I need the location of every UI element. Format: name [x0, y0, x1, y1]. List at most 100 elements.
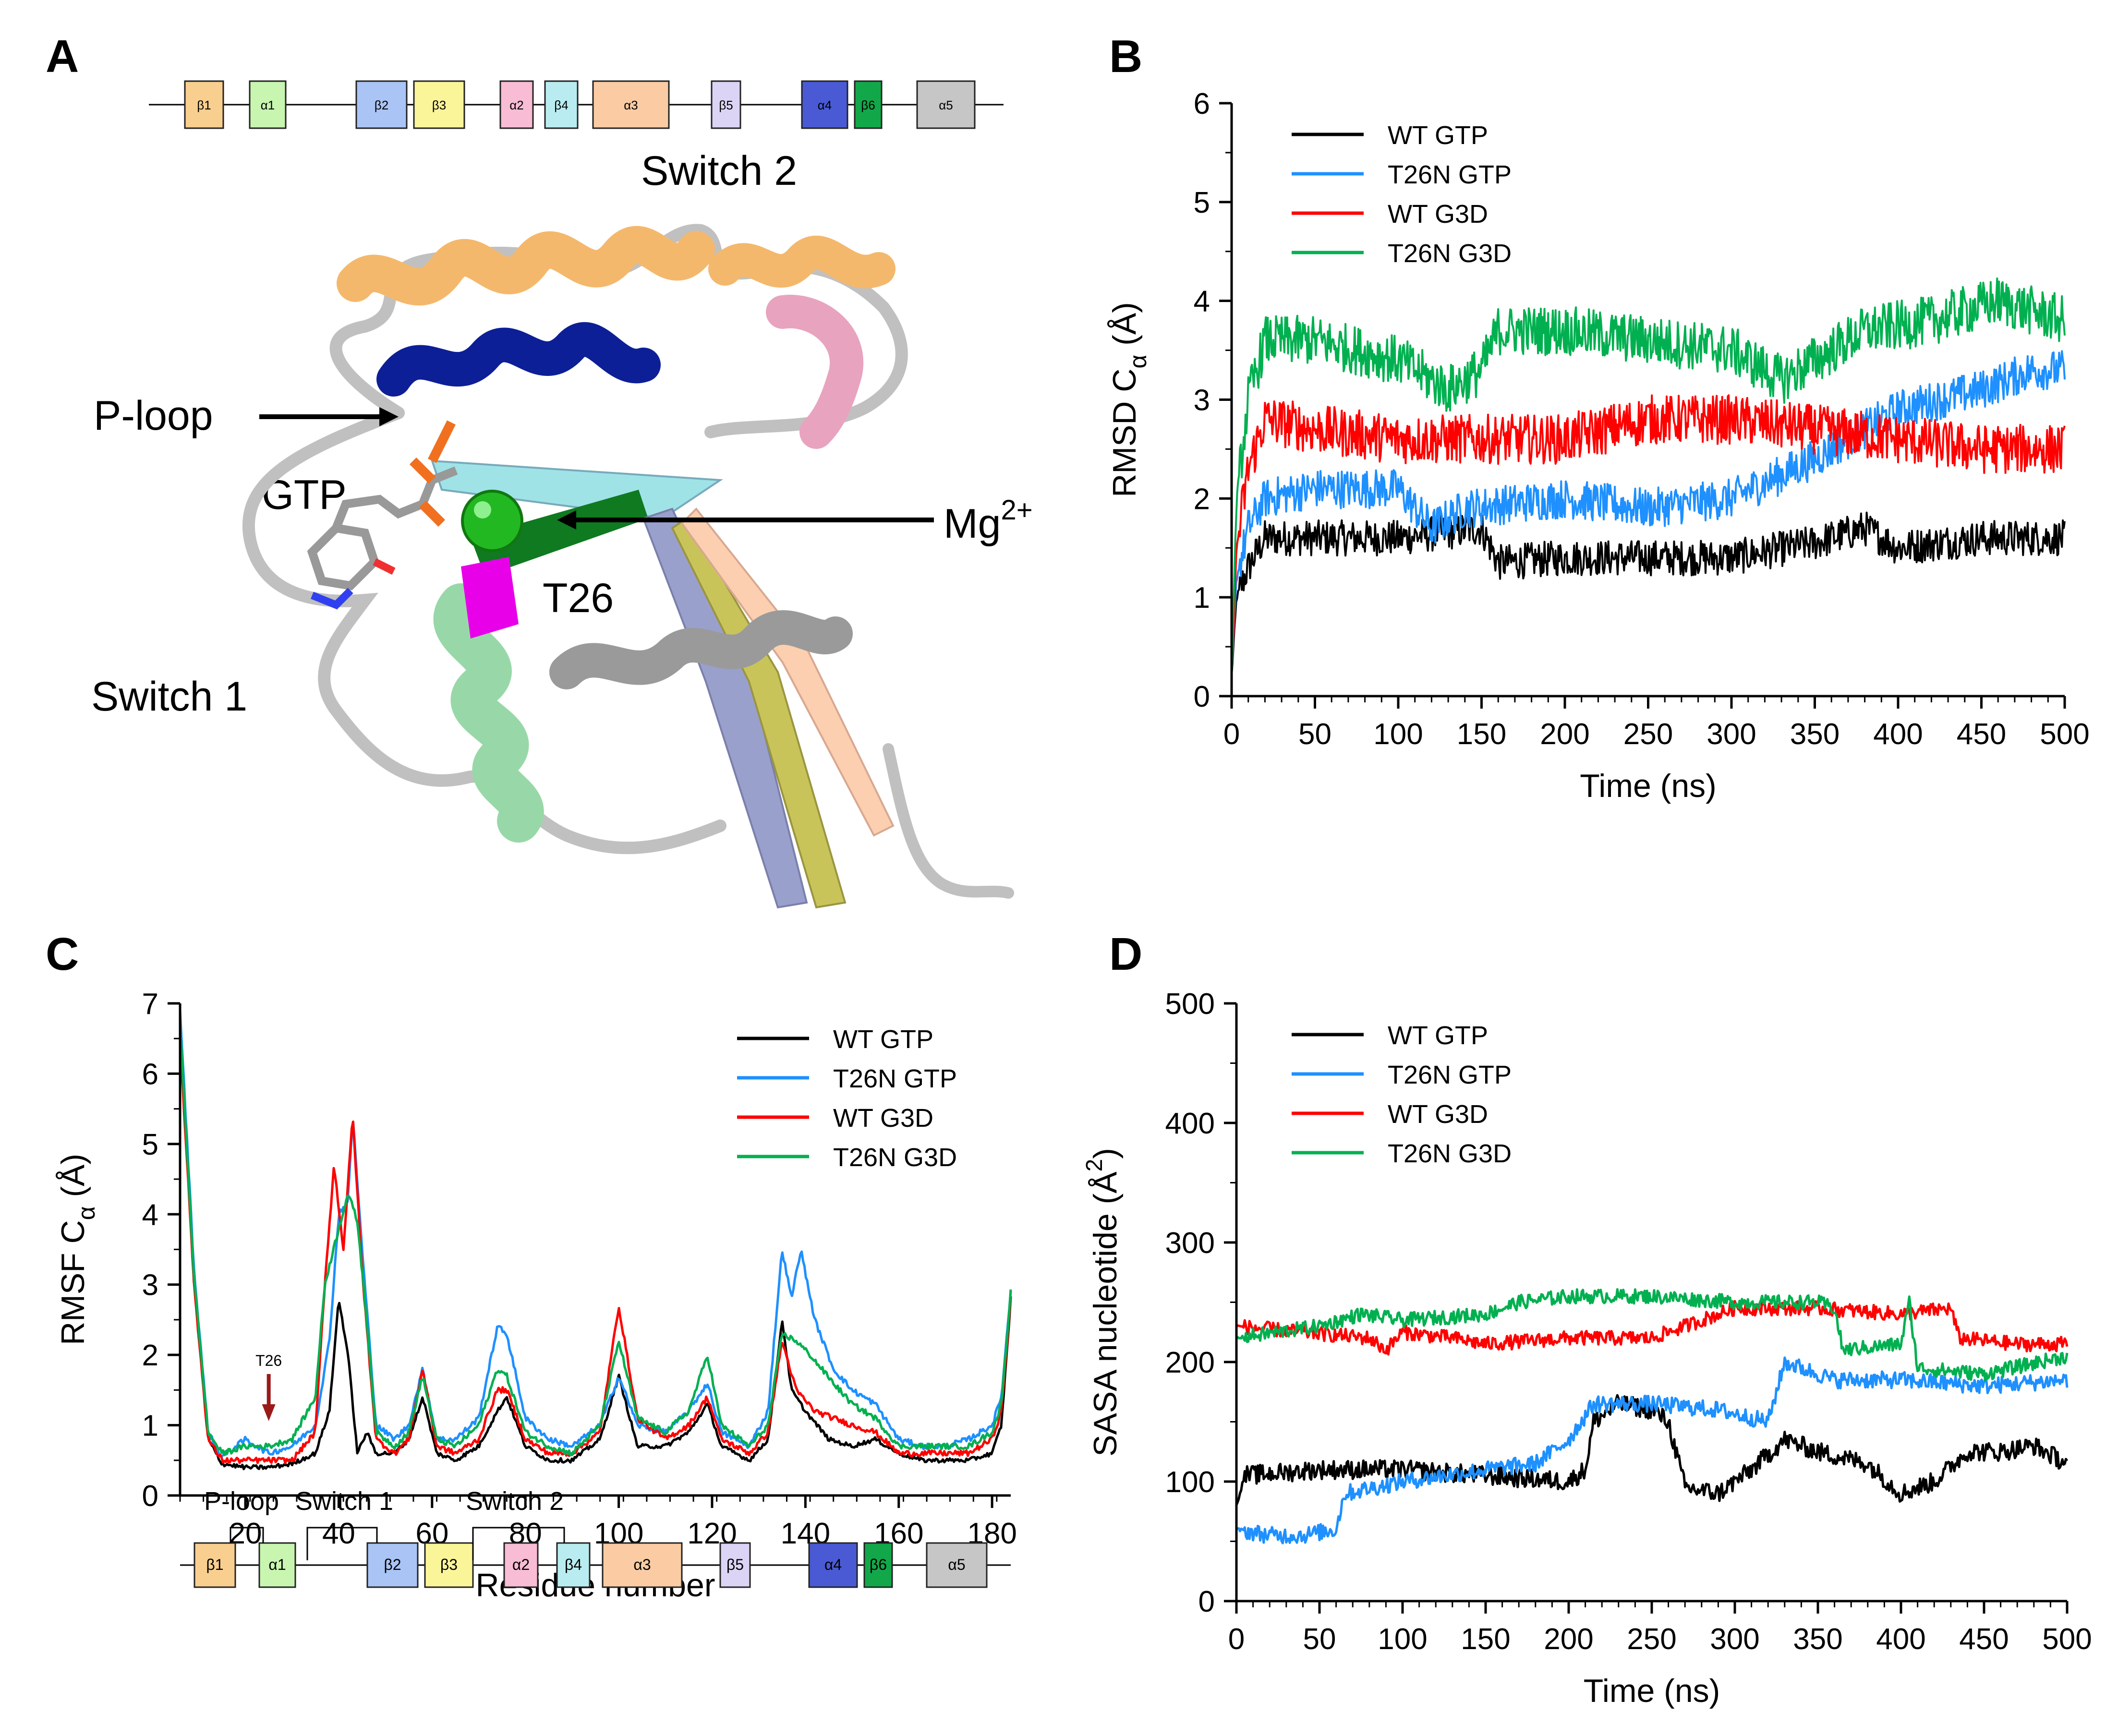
switch2-bracket	[472, 1527, 565, 1560]
mg-ion	[461, 490, 523, 552]
series-line-t26n-g3d	[1231, 277, 2066, 682]
y-tick-label: 0	[1194, 680, 1210, 713]
y-tick-label: 7	[142, 988, 158, 1021]
x-tick-label: 200	[1544, 1623, 1593, 1656]
x-tick-label: 250	[1627, 1623, 1676, 1656]
topology-box-label-9: β6	[870, 1556, 887, 1573]
panel-a-label: A	[46, 31, 79, 82]
y-axis-title-unit: (Å)	[1106, 302, 1143, 355]
helix-alpha3-right	[708, 235, 896, 289]
topology-box-label-0: β1	[197, 98, 211, 112]
y-tick-label: 3	[142, 1269, 158, 1302]
y-tick-label: 0	[142, 1480, 158, 1513]
legend-label: WT GTP	[1388, 1021, 1488, 1050]
ploop-bracket	[230, 1527, 264, 1543]
legend-label: T26N G3D	[1388, 239, 1512, 268]
y-axis-title-tail: )	[1087, 1148, 1124, 1159]
x-tick-label: 500	[2042, 1623, 2092, 1656]
y-tick-label: 0	[1198, 1585, 1215, 1618]
x-tick-label: 200	[1540, 718, 1589, 751]
topology-box-label-7: β5	[726, 1556, 744, 1573]
switch2-topology-label: Switch 2	[466, 1487, 564, 1516]
series-line-wt-gtp	[179, 1029, 1012, 1471]
topology-box-label-0: β1	[206, 1556, 223, 1573]
x-tick-label: 50	[1298, 718, 1331, 751]
series-line-t26n-gtp	[1236, 1356, 2069, 1544]
topology-box-1	[258, 1542, 296, 1588]
ploop-topology-label: P-loop	[204, 1487, 279, 1516]
panel-b-rmsd-chart: B 0 50 100 150 200 250 300 350 400 450 500 0 1 2 3 4 5 6 T…	[1106, 31, 2090, 804]
topology-box-0	[184, 80, 224, 129]
y-tick-label: 400	[1165, 1107, 1215, 1140]
x-tick-label: 100	[1378, 1623, 1427, 1656]
topology-box-label-1: α1	[261, 98, 275, 112]
x-tick-label: 40	[322, 1517, 355, 1550]
y-tick-label: 5	[142, 1128, 158, 1161]
x-tick-label: 350	[1790, 718, 1840, 751]
series-line-t26n-g3d	[179, 1025, 1012, 1457]
gtp-molecule	[307, 420, 458, 610]
y-axis-title-main: RMSF C	[55, 1220, 91, 1345]
legend-label: WT GTP	[833, 1025, 933, 1054]
topology-box-3	[424, 1542, 474, 1588]
legend-label: T26N GTP	[833, 1064, 957, 1093]
loop-coil-lower	[242, 407, 726, 855]
y-axis-title: RMSD Cα (Å)	[1106, 302, 1151, 497]
topology-box-label-5: β4	[554, 98, 568, 112]
panel-c-topology-bar: β1 α1 β2 β3 α2 β4 α3 β5 α4 β6 α5 P-loop Switch 1 Swit…	[180, 1487, 1011, 1588]
t26-residue	[461, 557, 519, 639]
y-tick-label: 2	[142, 1339, 158, 1372]
x-tick-label: 100	[1373, 718, 1423, 751]
y-tick-label: 4	[142, 1198, 158, 1231]
series-line-t26n-g3d	[1235, 1288, 2069, 1382]
series-line-wt-g3d	[1235, 1300, 2069, 1356]
topology-box-label-5: β4	[565, 1556, 582, 1573]
series-line-wt-g3d	[179, 1040, 1012, 1464]
mg-text: Mg	[944, 501, 1001, 547]
panel-d-label: D	[1109, 928, 1142, 980]
helix-alpha5	[549, 610, 853, 689]
topology-box-label-4: α2	[512, 1556, 530, 1573]
y-tick-label: 300	[1165, 1227, 1215, 1260]
topology-box-label-2: β2	[375, 98, 388, 112]
topology-box-label-7: β5	[719, 98, 733, 112]
topology-box-label-10: α5	[948, 1556, 965, 1573]
topology-box-10	[916, 80, 976, 129]
topology-box-4	[503, 1542, 539, 1588]
x-tick-label: 450	[1959, 1623, 2009, 1656]
y-axis-title-subscript: α	[73, 1206, 100, 1220]
topology-box-6	[592, 80, 670, 129]
y-axis-title-main: SASA nucleotide (Å	[1087, 1171, 1124, 1457]
y-tick-label: 500	[1165, 988, 1215, 1021]
topology-box-label-8: α4	[824, 1556, 842, 1573]
topology-box-9	[863, 1542, 893, 1588]
helix-alpha1	[433, 583, 544, 843]
topology-box-label-9: β6	[861, 98, 875, 112]
panel-d-sasa-chart: D 0 50 100 150 200 250 300 350 400 450 500 0 100 200 3…	[1082, 928, 2092, 1709]
x-tick-label: 400	[1876, 1623, 1925, 1656]
topology-box-1	[249, 80, 287, 129]
topology-box-label-4: α2	[509, 98, 524, 112]
y-tick-label: 6	[1194, 87, 1210, 121]
x-axis-title: Time (ns)	[1580, 768, 1717, 804]
topology-box-9	[854, 80, 883, 129]
topology-box-label-3: β3	[440, 1556, 458, 1573]
ploop-arrowhead	[379, 407, 399, 426]
loop-coil-cterm	[883, 743, 1014, 899]
y-axis-title: SASA nucleotide (Å2)	[1082, 1148, 1124, 1457]
x-tick-label: 50	[1303, 1623, 1336, 1656]
legend-label: T26N GTP	[1388, 160, 1512, 189]
topology-box-7	[711, 80, 741, 129]
mg-arrowhead	[557, 510, 576, 530]
helix-alpha2	[766, 294, 864, 449]
topology-box-7	[719, 1542, 751, 1588]
legend-label: WT G3D	[833, 1104, 933, 1133]
topology-box-5	[544, 80, 579, 129]
x-tick-label: 450	[1957, 718, 2006, 751]
topology-box-label-8: α4	[818, 98, 832, 112]
switch1-label: Switch 1	[91, 674, 247, 720]
x-tick-label: 150	[1457, 718, 1506, 751]
ploop-label: P-loop	[94, 393, 213, 439]
x-tick-label: 400	[1873, 718, 1923, 751]
